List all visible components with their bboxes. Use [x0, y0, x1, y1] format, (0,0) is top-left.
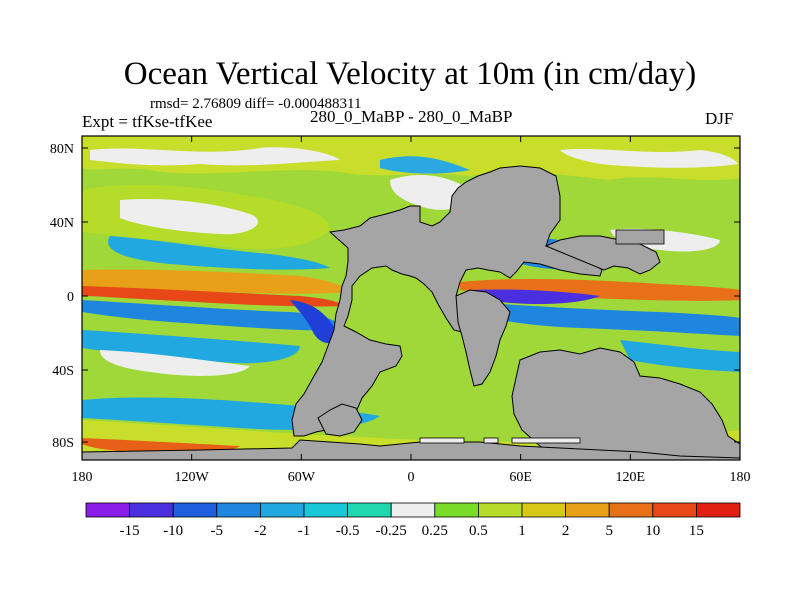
- colorbar-swatch: [608, 502, 654, 518]
- arctic-blue-patch: [380, 156, 470, 174]
- colorbar-swatch: [172, 502, 218, 518]
- map-panel: [81, 135, 741, 461]
- colorbar-label: -5: [211, 523, 224, 539]
- colorbar-label: 5: [605, 523, 613, 539]
- colorbar-label: -2: [254, 523, 267, 539]
- equatorial-downwelling: [82, 300, 345, 331]
- colorbar-swatch: [85, 502, 130, 518]
- lat-tick-label: 40N: [50, 216, 74, 231]
- colorbar: -15 -10 -5 -2 -1 -0.5 -0.25 0.25 0.5 1 2 5 10 15: [85, 502, 741, 539]
- ice-shelf: [483, 437, 499, 444]
- south-east-indian-blue: [620, 340, 740, 372]
- colorbar-swatch: [477, 502, 523, 518]
- land-block: [615, 229, 665, 245]
- colorbar-label: -10: [163, 523, 183, 539]
- north-atlantic-white: [390, 175, 470, 210]
- land-mass-patagonia: [317, 403, 363, 437]
- colorbar-label: -1: [298, 523, 311, 539]
- ice-shelf: [419, 437, 465, 444]
- colorbar-label: 15: [689, 523, 704, 539]
- lat-tick-label: 40S: [52, 364, 74, 379]
- colorbar-label: -0.25: [376, 523, 407, 539]
- lon-tick-label: 60W: [288, 470, 316, 485]
- land-mass-africa: [455, 289, 511, 387]
- colorbar-label: 2: [562, 523, 570, 539]
- subtitle-label: 280_0_MaBP - 280_0_MaBP: [310, 107, 513, 126]
- land-mass-asia: [544, 235, 661, 275]
- equatorial-upwelling-core: [82, 286, 345, 307]
- south-pacific-blue: [82, 330, 300, 364]
- peru-downwelling: [290, 300, 340, 344]
- colorbar-label: 0.5: [469, 523, 488, 539]
- colorbar-swatch: [652, 502, 697, 518]
- south-pacific-white: [100, 350, 250, 376]
- indian-ocean-downwelling: [470, 289, 600, 304]
- season-label: DJF: [705, 109, 734, 128]
- north-pacific-white: [120, 198, 259, 235]
- colorbar-swatch: [129, 502, 174, 518]
- lon-tick-label: 0: [408, 470, 415, 485]
- latitude-axis: 80N 40N 0 40S 80S: [50, 142, 740, 451]
- experiment-label: Expt = tfKse-tfKee: [82, 112, 213, 131]
- colorbar-label: -0.5: [336, 523, 360, 539]
- indian-ocean-blue: [470, 302, 740, 336]
- colorbar-swatch: [216, 502, 261, 518]
- colorbar-swatch: [347, 502, 392, 518]
- lon-tick-label: 60E: [509, 470, 532, 485]
- lat-tick-label: 80S: [52, 436, 74, 451]
- lat-tick-label: 80N: [50, 142, 74, 157]
- colorbar-swatch: [696, 502, 741, 518]
- lon-tick-label: 120W: [175, 470, 210, 485]
- stats-label: rmsd= 2.76809 diff= -0.000488311: [150, 96, 362, 112]
- plot-title: Ocean Vertical Velocity at 10m (in cm/da…: [123, 56, 697, 92]
- colorbar-swatch: [259, 502, 305, 518]
- colorbar-swatch: [303, 502, 348, 518]
- longitude-axis: 180 120W 60W 0 60E 120E 180: [72, 136, 751, 485]
- ice-shelf: [511, 437, 581, 444]
- colorbar-swatch: [565, 502, 610, 518]
- lon-tick-label: 180: [72, 470, 93, 485]
- colorbar-label: 0.25: [422, 523, 448, 539]
- lon-tick-label: 180: [730, 470, 751, 485]
- arctic-white-patch-east: [560, 149, 738, 168]
- land-mass-australia: [511, 347, 740, 460]
- colorbar-label: -15: [120, 523, 140, 539]
- equatorial-upwelling: [82, 269, 350, 294]
- lon-tick-label: 120E: [616, 470, 646, 485]
- colorbar-swatch: [390, 502, 436, 518]
- north-pacific-blue: [108, 236, 330, 270]
- lat-tick-label: 0: [67, 290, 74, 305]
- colorbar-swatch: [434, 502, 479, 518]
- arctic-white-patch: [90, 147, 340, 166]
- colorbar-label: 10: [645, 523, 660, 539]
- colorbar-swatch: [521, 502, 566, 518]
- colorbar-label: 1: [518, 523, 526, 539]
